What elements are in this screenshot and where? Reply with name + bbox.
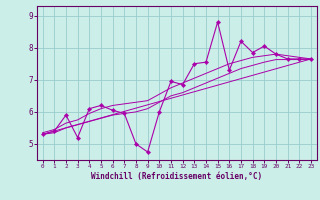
X-axis label: Windchill (Refroidissement éolien,°C): Windchill (Refroidissement éolien,°C) xyxy=(91,172,262,181)
